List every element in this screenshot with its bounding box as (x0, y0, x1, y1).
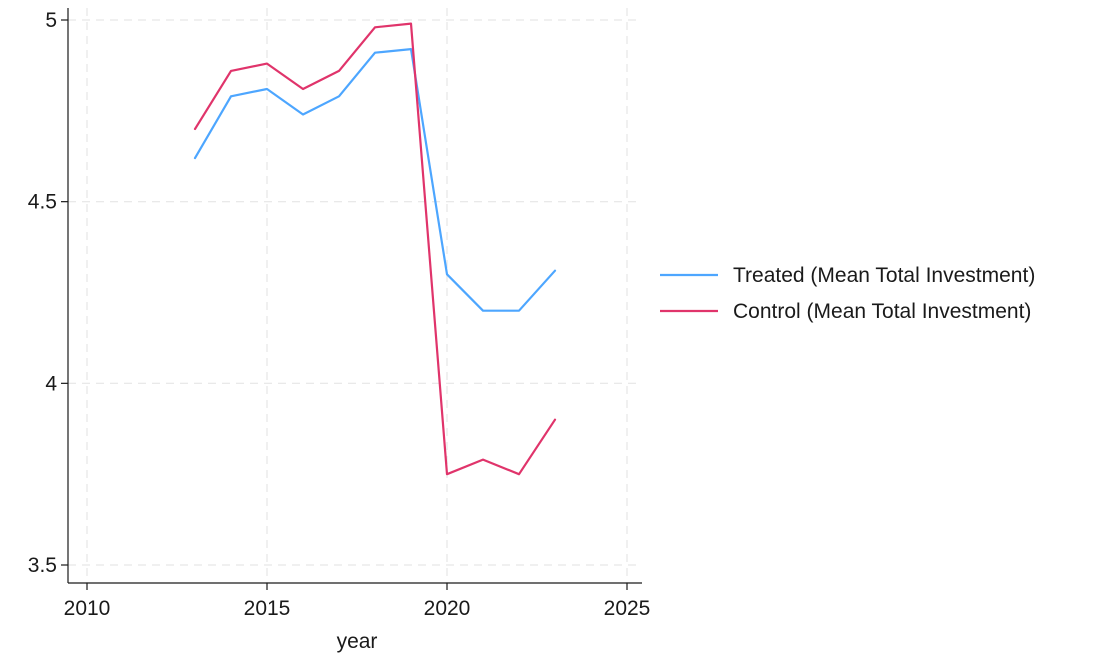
x-tick-label: 2015 (244, 597, 291, 620)
legend-label-treated: Treated (Mean Total Investment) (733, 264, 1035, 287)
y-tick-label: 4 (45, 372, 57, 395)
y-tick-label: 3.5 (28, 554, 57, 577)
legend-label-control: Control (Mean Total Investment) (733, 300, 1031, 323)
legend: Treated (Mean Total Investment) Control (… (660, 264, 1035, 323)
y-tick-label: 5 (45, 9, 57, 32)
series-group (193, 22, 557, 476)
series-line-control (193, 22, 557, 476)
x-tick-label: 2010 (64, 597, 111, 620)
x-tick-label: 2025 (604, 597, 651, 620)
series-line-treated (193, 47, 557, 312)
axes (61, 8, 642, 590)
x-axis-label: year (337, 630, 378, 653)
tick-labels: 3.5 4 4.5 5 2010 2015 2020 2025 (28, 9, 651, 620)
grid (68, 8, 642, 583)
y-tick-label: 4.5 (28, 191, 57, 214)
x-tick-label: 2020 (424, 597, 471, 620)
